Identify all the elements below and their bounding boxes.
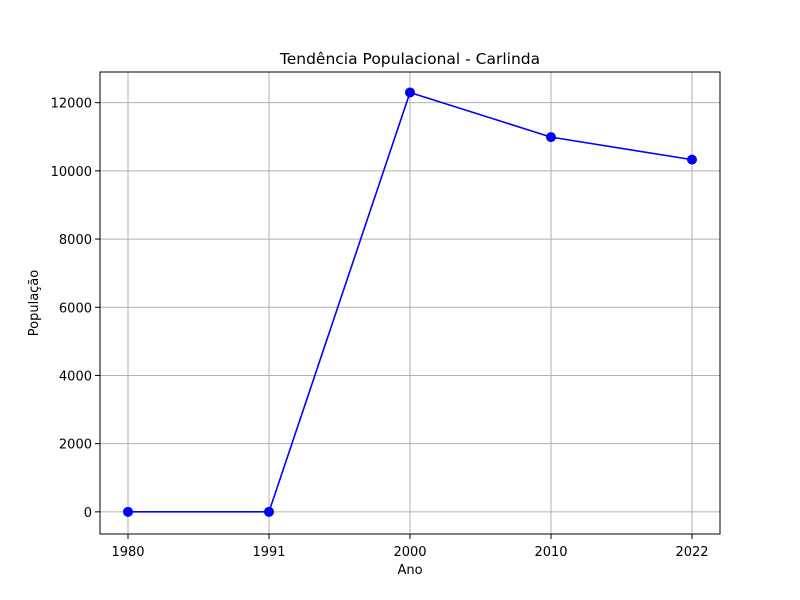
x-tick-label: 2010 (534, 545, 567, 560)
x-tick-label: 1980 (111, 545, 144, 560)
x-axis-label: Ano (397, 563, 422, 578)
y-tick-label: 8000 (59, 233, 92, 248)
grid-lines (100, 72, 720, 534)
x-tick-label: 2022 (675, 545, 708, 560)
data-point-1980 (123, 506, 133, 517)
series-layer (123, 87, 697, 517)
y-tick-label: 10000 (51, 165, 92, 180)
axis-ticks: 1980 1991 2000 2010 2022 0 2000 4000 6000 8000 100… (51, 97, 709, 560)
y-tick-label: 12000 (51, 97, 92, 112)
y-tick-label: 6000 (59, 301, 92, 316)
chart-title: Tendência Populacional - Carlinda (279, 50, 540, 68)
data-point-1991 (264, 506, 274, 517)
y-tick-label: 0 (84, 506, 92, 521)
y-axis-label: População (27, 270, 42, 337)
data-point-2022 (687, 154, 697, 165)
data-point-2010 (546, 132, 556, 143)
x-tick-label: 1991 (252, 545, 285, 560)
data-point-2000 (405, 87, 415, 98)
y-tick-label: 4000 (59, 369, 92, 384)
y-tick-label: 2000 (59, 438, 92, 453)
x-tick-label: 2000 (393, 545, 426, 560)
